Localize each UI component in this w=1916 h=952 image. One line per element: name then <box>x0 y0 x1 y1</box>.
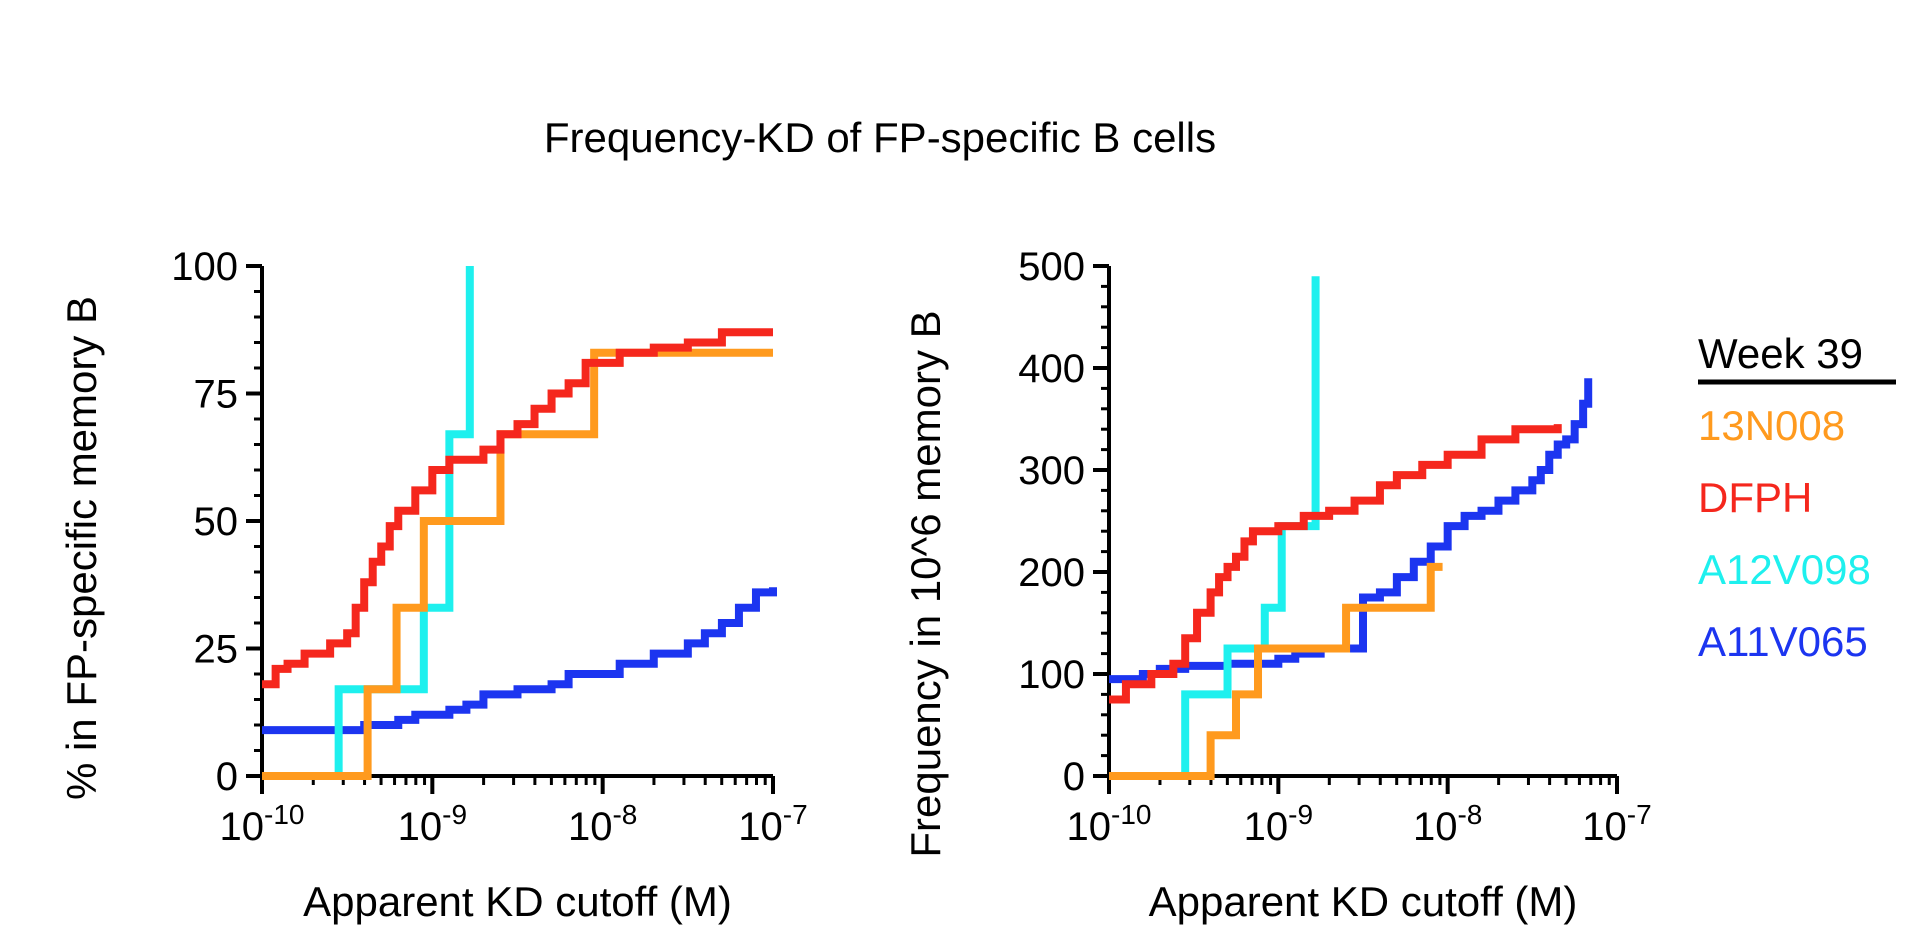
y-tick-label: 0 <box>216 755 238 799</box>
x-tick-label: 10-10 <box>1067 799 1152 849</box>
series-line-dfph <box>262 328 773 689</box>
legend: Week 39 13N008 DFPH A12V098 A11V065 <box>1698 330 1896 665</box>
series-line-dfph <box>1109 424 1562 704</box>
series-line-13n008 <box>262 348 773 780</box>
x-tick-label: 10-10 <box>220 799 305 849</box>
x-axis-title: Apparent KD cutoff (M) <box>303 878 732 925</box>
y-tick-label: 0 <box>1063 755 1085 799</box>
y-tick-label: 75 <box>194 373 239 417</box>
y-tick-label: 500 <box>1018 245 1085 289</box>
series-line-a11v065 <box>1109 378 1593 684</box>
y-tick-label: 100 <box>1018 653 1085 697</box>
y-tick-label: 25 <box>194 628 239 672</box>
y-tick-label: 400 <box>1018 347 1085 391</box>
x-tick-label: 10-9 <box>1244 799 1313 849</box>
y-tick-label: 100 <box>171 245 238 289</box>
legend-entry-a12v098: A12V098 <box>1698 546 1871 593</box>
legend-entry-13n008: 13N008 <box>1698 402 1845 449</box>
x-tick-label: 10-7 <box>1582 799 1651 849</box>
y-tick-label: 300 <box>1018 449 1085 493</box>
series-line-a11v065 <box>262 587 777 735</box>
y-tick-label: 50 <box>194 500 239 544</box>
x-axis-title: Apparent KD cutoff (M) <box>1149 878 1578 925</box>
x-tick-label: 10-8 <box>568 799 637 849</box>
legend-title: Week 39 <box>1698 330 1863 377</box>
series-line-a12v098 <box>262 266 474 780</box>
right-panel: 0 100 200 300 400 500 10-10 10-9 10-8 10-7Apparen… <box>902 245 1652 925</box>
y-axis-title: % in FP-specific memory B <box>58 296 105 800</box>
series-line-13n008 <box>1109 562 1443 780</box>
legend-entry-dfph: DFPH <box>1698 474 1812 521</box>
y-axis-title: Frequency in 10^6 memory B <box>902 310 949 857</box>
x-tick-label: 10-8 <box>1413 799 1482 849</box>
figure-title: Frequency-KD of FP-specific B cells <box>544 114 1216 161</box>
series-line-a12v098 <box>1109 276 1320 780</box>
y-tick-label: 200 <box>1018 551 1085 595</box>
legend-entry-a11v065: A11V065 <box>1698 618 1868 665</box>
x-tick-label: 10-9 <box>398 799 467 849</box>
x-tick-label: 10-7 <box>738 799 807 849</box>
